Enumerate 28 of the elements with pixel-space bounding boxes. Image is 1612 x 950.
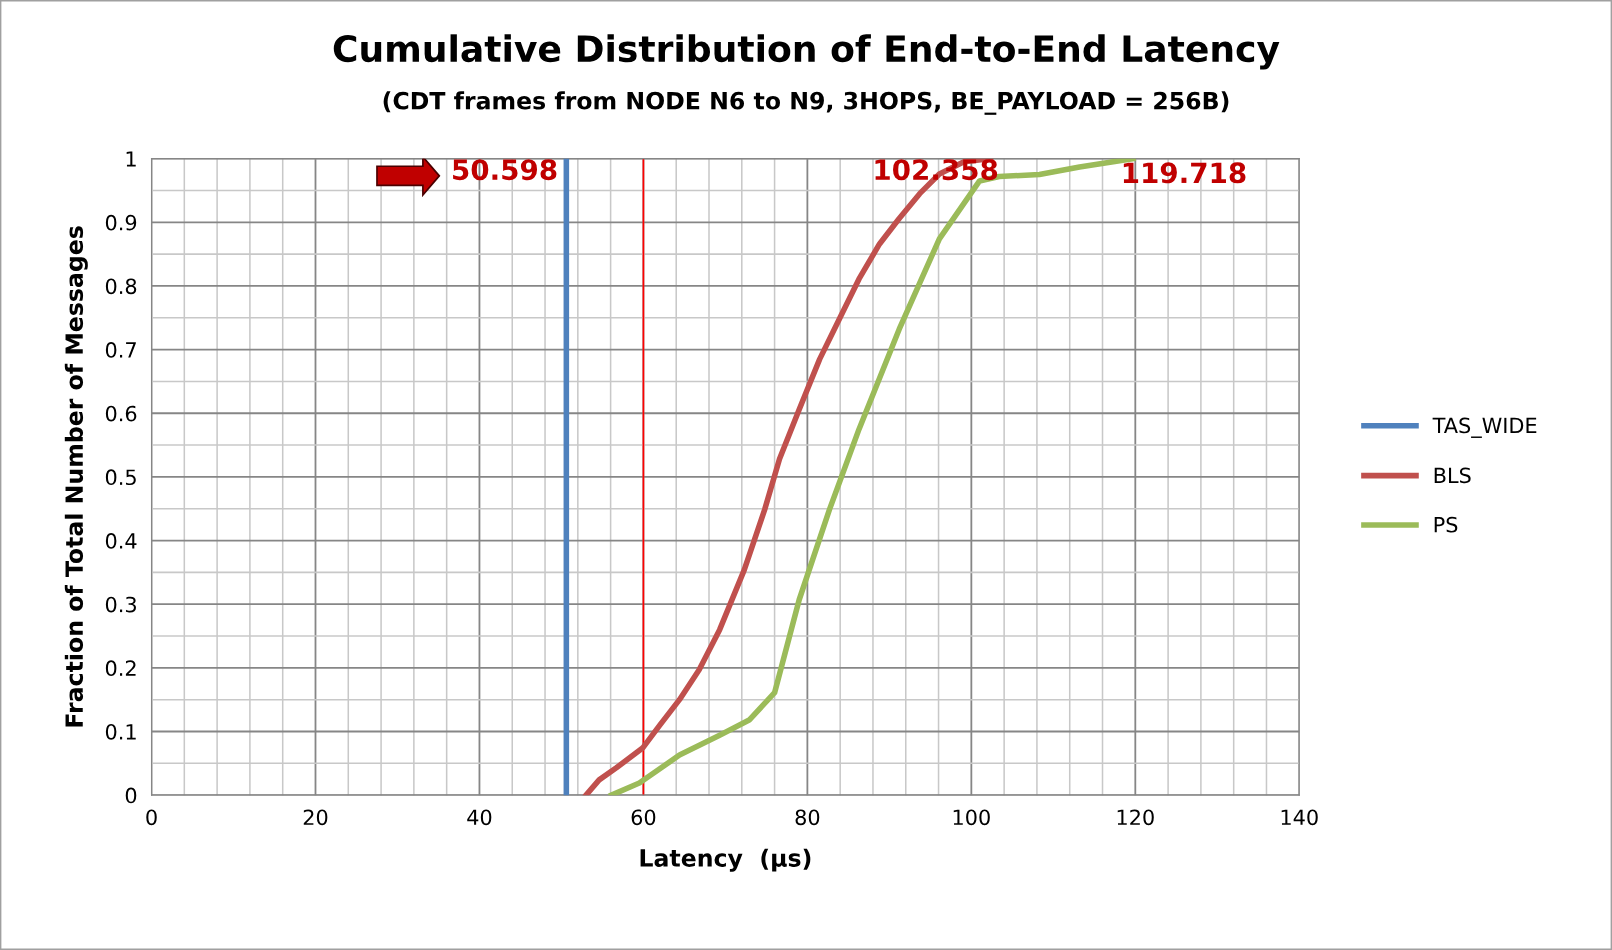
legend-label: TAS_WIDE — [1432, 417, 1537, 438]
x-tick-label: 100 — [953, 809, 990, 826]
y-tick-label: 0.2 — [105, 660, 136, 677]
x-tick-label: 120 — [1117, 809, 1154, 826]
x-tick-label: 40 — [467, 809, 492, 826]
y-tick-label: 0.5 — [105, 469, 136, 486]
x-tick-label: 60 — [631, 809, 656, 826]
y-tick-label: 0.6 — [105, 405, 137, 422]
y-tick-label: 1 — [126, 151, 136, 167]
annotation: 119.718 — [1123, 162, 1246, 184]
annotation: 50.598 — [453, 159, 557, 181]
y-axis-title: Fraction of Total Number of Messages — [64, 226, 88, 727]
x-axis-title: Latency (µs) — [640, 848, 811, 872]
legend-label: BLS — [1434, 467, 1471, 484]
y-tick-label: 0.4 — [105, 533, 137, 549]
y-tick-label: 0.7 — [105, 342, 136, 358]
chart-subtitle: (CDT frames from NODE N6 to N9, 3HOPS, BE_PAYLOAD = 256B) — [383, 91, 1229, 115]
y-tick-label: 0.8 — [105, 278, 137, 295]
y-tick-label: 0.1 — [105, 723, 136, 740]
y-tick-label: 0.3 — [105, 596, 136, 613]
x-tick-label: 20 — [303, 809, 328, 826]
x-tick-label: 0 — [146, 809, 157, 826]
x-tick-label: 80 — [795, 809, 820, 826]
y-tick-label: 0 — [125, 787, 137, 804]
legend-label: PS — [1434, 516, 1458, 533]
x-tick-label: 140 — [1281, 809, 1318, 826]
chart-title: Cumulative Distribution of End-to-End Latency — [333, 34, 1280, 70]
y-tick-label: 0.9 — [105, 214, 137, 231]
